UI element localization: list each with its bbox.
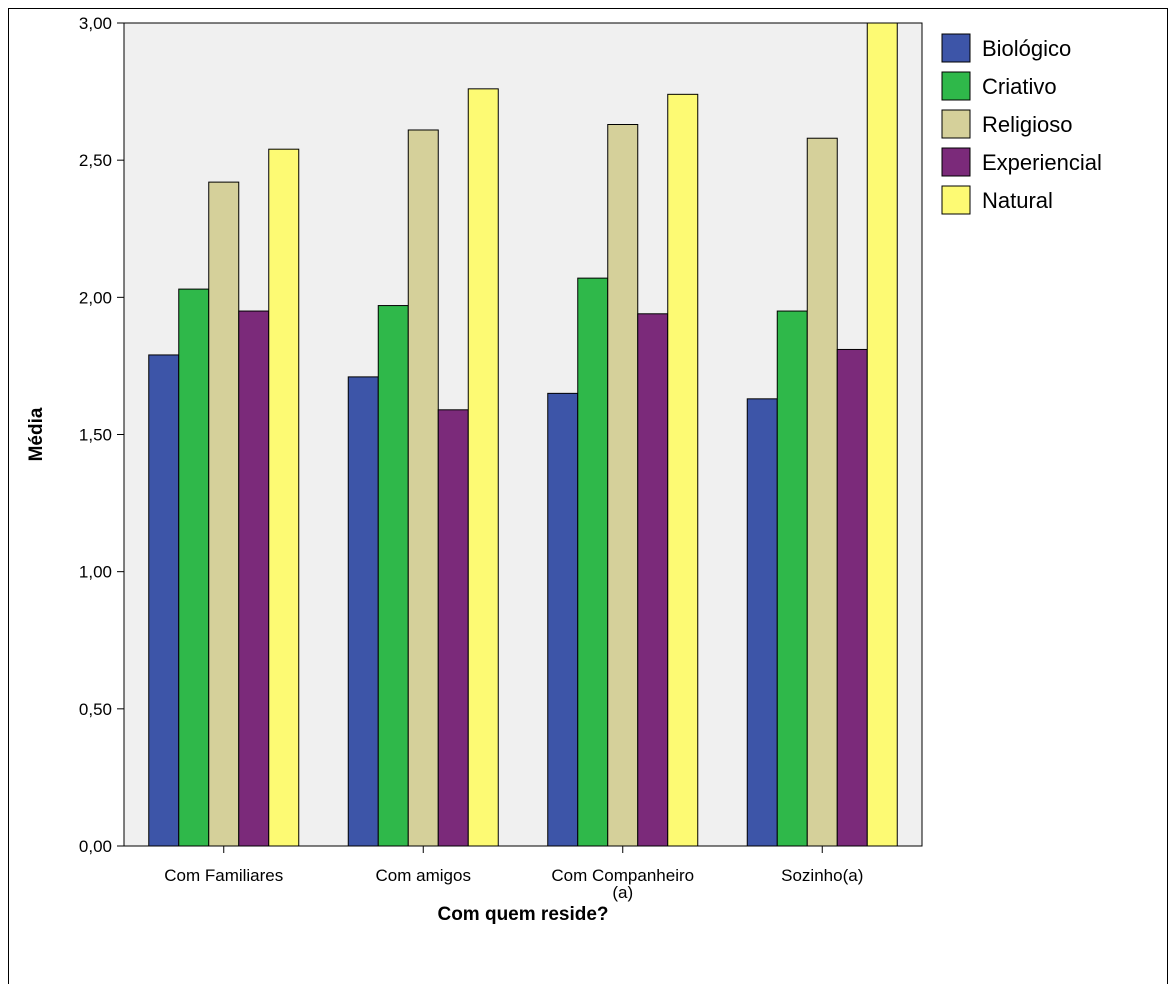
x-tick-label: Com Companheiro	[551, 866, 694, 885]
x-tick-label: Com Familiares	[164, 866, 283, 885]
chart-frame	[8, 8, 1168, 984]
x-tick-label: Sozinho(a)	[781, 866, 863, 885]
x-axis-title: Com quem reside?	[437, 904, 608, 925]
x-tick-label: (a)	[612, 883, 633, 902]
bar-religioso	[607, 124, 639, 847]
bar-experiencial	[637, 313, 669, 847]
y-tick-label: 0,00	[79, 837, 112, 856]
x-axis: Com Familiares Com amigos Com Companheiro(…	[149, 845, 894, 902]
bar-criativo	[577, 277, 609, 847]
y-tick-label: 2,00	[79, 288, 112, 307]
bar-experiencial	[238, 310, 270, 847]
bar-criativo	[377, 305, 409, 847]
bar-experiencial	[836, 348, 868, 847]
bars-group	[148, 22, 898, 847]
bar-religioso	[407, 129, 439, 847]
y-tick-label: 3,00	[79, 14, 112, 33]
y-tick-label: 1,50	[79, 426, 112, 445]
legend-label: Religioso	[982, 112, 1073, 137]
legend-swatch	[941, 147, 971, 177]
legend-label: Biológico	[982, 36, 1071, 61]
bar-biológico	[547, 392, 579, 847]
bar-religioso	[208, 181, 240, 847]
bar-natural	[467, 88, 499, 847]
legend-swatch	[941, 33, 971, 63]
legend: Biológico Criativo Religioso Experiencial Na…	[941, 33, 1102, 215]
bar-natural	[268, 148, 300, 847]
legend-swatch	[941, 185, 971, 215]
bar-natural	[667, 93, 699, 847]
bar-religioso	[806, 137, 838, 847]
bar-biológico	[746, 398, 778, 847]
x-tick-label: Com amigos	[376, 866, 471, 885]
y-tick-label: 1,00	[79, 563, 112, 582]
bar-natural	[866, 22, 898, 847]
legend-swatch	[941, 109, 971, 139]
y-tick-label: 0,50	[79, 700, 112, 719]
legend-label: Experiencial	[982, 150, 1102, 175]
bar-criativo	[776, 310, 808, 847]
bar-biológico	[148, 354, 180, 847]
legend-label: Criativo	[982, 74, 1057, 99]
legend-swatch	[941, 71, 971, 101]
legend-label: Natural	[982, 188, 1053, 213]
y-tick-label: 2,50	[79, 151, 112, 170]
y-axis: 0,00 0,50 1,00 1,50 2,00 2,50 3,00	[79, 14, 124, 856]
bar-biológico	[347, 376, 379, 847]
bar-experiencial	[437, 409, 469, 847]
bar-criativo	[178, 288, 210, 847]
y-axis-title: Média	[26, 407, 47, 461]
